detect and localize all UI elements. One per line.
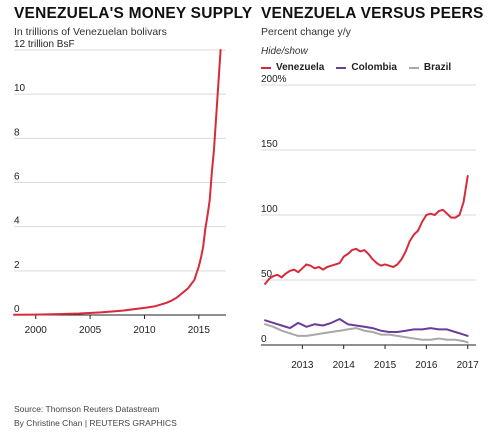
y-tick-label: 0 (14, 304, 20, 315)
x-tick-label: 2015 (374, 360, 397, 371)
series-line-colombia (264, 318, 469, 337)
left-chart-title: VENEZUELA'S MONEY SUPPLY (14, 5, 253, 22)
y-tick-label: 4 (14, 216, 20, 227)
legend-swatch-colombia (336, 66, 347, 69)
y-tick-label: 0 (261, 334, 267, 345)
y-tick-label: 100 (261, 204, 278, 215)
legend-label-venezuela: Venezuela (276, 62, 325, 73)
y-tick-label: 50 (261, 269, 273, 280)
y-tick-label: 8 (14, 127, 20, 138)
left-chart-subtitle: In trillions of Venezuelan bolivars (14, 26, 167, 38)
right-chart-subtitle: Percent change y/y (261, 26, 351, 38)
hide-show-label: Hide/show (261, 46, 308, 57)
x-tick-label: 2017 (457, 360, 480, 371)
x-tick-label: 2000 (25, 325, 48, 336)
x-tick-label: 2010 (133, 325, 156, 336)
y-tick-label: 200% (261, 74, 287, 85)
legend: Venezuela Colombia Brazil (261, 62, 451, 73)
legend-item-brazil[interactable]: Brazil (408, 62, 452, 73)
y-tick-label: 10 (14, 83, 26, 94)
x-tick-label: 2013 (291, 360, 314, 371)
right-chart-title: VENEZUELA VERSUS PEERS (261, 5, 484, 22)
x-tick-label: 2015 (188, 325, 211, 336)
series-line-venezuela (264, 175, 469, 285)
x-tick-label: 2014 (333, 360, 356, 371)
legend-label-brazil: Brazil (423, 62, 452, 73)
footer-credit: By Christine Chan | REUTERS GRAPHICS (14, 418, 177, 428)
series-line-brazil (264, 323, 469, 344)
y-tick-label: 12 trillion BsF (14, 39, 75, 50)
legend-item-venezuela[interactable]: Venezuela (261, 62, 324, 73)
footer-source: Source: Thomson Reuters Datastream (14, 404, 160, 414)
series-line-venezuela (13, 49, 222, 316)
legend-label-colombia: Colombia (351, 62, 397, 73)
y-tick-label: 2 (14, 260, 20, 271)
legend-item-colombia[interactable]: Colombia (336, 62, 397, 73)
x-tick-label: 2016 (415, 360, 438, 371)
legend-swatch-venezuela (261, 66, 271, 69)
y-tick-label: 6 (14, 172, 20, 183)
legend-swatch-brazil (408, 66, 419, 69)
y-tick-label: 150 (261, 139, 278, 150)
x-tick-label: 2005 (79, 325, 102, 336)
